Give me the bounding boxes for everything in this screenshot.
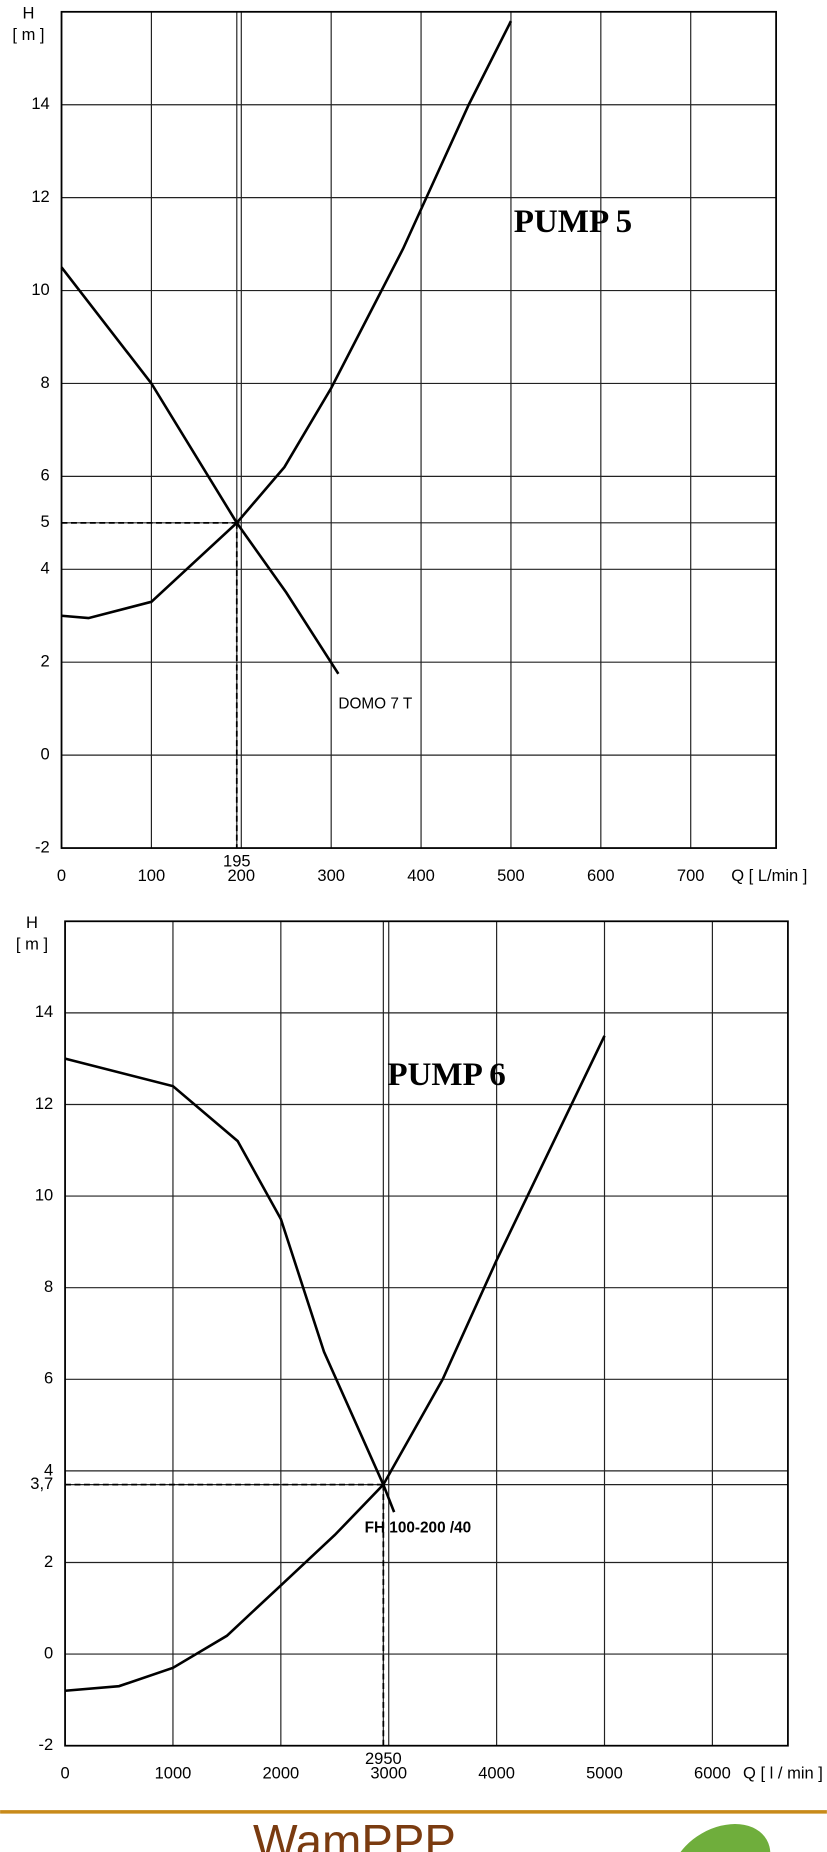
chart-title: PUMP 5 bbox=[514, 204, 632, 240]
curve bbox=[64, 1035, 606, 1693]
y-axis-label: H bbox=[22, 4, 34, 23]
x-tick-label: 500 bbox=[497, 866, 525, 885]
x-tick-label: 195 bbox=[223, 852, 251, 871]
x-tick-label: 600 bbox=[587, 866, 615, 885]
y-tick-label: 3,7 bbox=[30, 1474, 53, 1493]
x-tick-label: 300 bbox=[317, 866, 345, 885]
logo-leaf bbox=[670, 1824, 771, 1852]
y-tick-label: 2 bbox=[41, 652, 50, 671]
y-tick-label: -2 bbox=[35, 837, 50, 856]
x-tick-label: 0 bbox=[60, 1763, 69, 1782]
y-tick-label: -2 bbox=[39, 1735, 54, 1754]
x-tick-label: 2950 bbox=[365, 1749, 402, 1768]
x-tick-label: 4000 bbox=[478, 1763, 515, 1782]
y-tick-label: 12 bbox=[31, 187, 49, 206]
x-tick-label: 3000 bbox=[370, 1763, 407, 1782]
x-tick-label: 5000 bbox=[586, 1763, 623, 1782]
x-axis-label: Q [ L/min ] bbox=[731, 866, 807, 885]
y-tick-label: 6 bbox=[41, 466, 50, 485]
y-tick-label: 10 bbox=[31, 280, 49, 299]
curve-label: FH 100-200 /40 bbox=[365, 1520, 472, 1537]
y-tick-label: 4 bbox=[44, 1460, 53, 1479]
x-tick-label: 6000 bbox=[694, 1763, 731, 1782]
plot-frame bbox=[60, 10, 777, 849]
y-tick-label: 12 bbox=[35, 1094, 53, 1113]
y-axis-label: H bbox=[26, 913, 38, 932]
y-tick-label: 0 bbox=[41, 744, 50, 763]
x-tick-label: 100 bbox=[138, 866, 166, 885]
y-tick-label: 5 bbox=[41, 512, 50, 531]
y-tick-label: 8 bbox=[44, 1277, 53, 1296]
y-tick-label: 10 bbox=[35, 1185, 53, 1204]
plot-frame bbox=[64, 920, 789, 1747]
curve bbox=[64, 1057, 396, 1513]
y-tick-label: 6 bbox=[44, 1369, 53, 1388]
x-tick-label: 0 bbox=[57, 866, 66, 885]
x-tick-label: 2000 bbox=[262, 1763, 299, 1782]
y-tick-label: 14 bbox=[31, 94, 49, 113]
y-tick-label: 2 bbox=[44, 1552, 53, 1571]
x-tick-label: 200 bbox=[228, 866, 256, 885]
x-tick-label: 700 bbox=[677, 866, 705, 885]
curve bbox=[61, 20, 513, 620]
y-axis-unit: [ m ] bbox=[16, 934, 48, 953]
y-tick-label: 0 bbox=[44, 1643, 53, 1662]
chart-title: PUMP 6 bbox=[387, 1057, 505, 1093]
footer-brand: WamPPP bbox=[253, 1815, 456, 1852]
x-axis-label: Q [ l / min ] bbox=[743, 1763, 823, 1782]
y-tick-label: 8 bbox=[41, 373, 50, 392]
curve-label: DOMO 7 T bbox=[338, 696, 413, 713]
y-tick-label: 4 bbox=[41, 559, 50, 578]
y-axis-unit: [ m ] bbox=[12, 25, 44, 44]
curve bbox=[60, 266, 340, 675]
y-tick-label: 14 bbox=[35, 1002, 53, 1021]
x-tick-label: 1000 bbox=[155, 1763, 192, 1782]
x-tick-label: 400 bbox=[407, 866, 435, 885]
